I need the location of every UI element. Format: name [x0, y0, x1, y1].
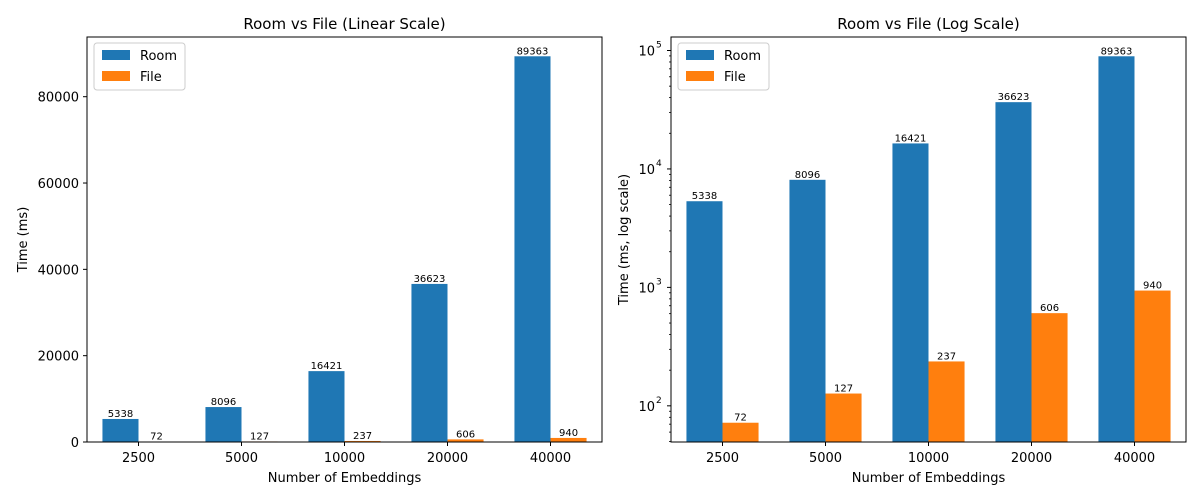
legend: Room File: [93, 42, 186, 91]
y-axis-label: Time (ms): [16, 207, 31, 274]
log-scale-chart: Room vs File (Log Scale) Number of Embed…: [617, 15, 1187, 486]
data-label: 36623: [998, 92, 1030, 103]
x-tick-label: 20000: [427, 451, 468, 466]
x-tick-label: 40000: [530, 451, 571, 466]
data-label: 127: [834, 384, 853, 395]
legend-swatch-file: [686, 71, 714, 81]
bar-room: [102, 418, 139, 442]
data-label: 127: [250, 431, 269, 442]
y-tick-exponent: 2: [656, 396, 662, 406]
legend-swatch-room: [686, 50, 714, 60]
x-axis-label: Number of Embeddings: [268, 471, 422, 486]
data-label: 89363: [1101, 46, 1133, 57]
legend-label: File: [140, 70, 162, 85]
bar-room: [514, 56, 551, 443]
data-label: 8096: [795, 170, 820, 181]
data-label: 36623: [414, 274, 446, 285]
bar-file: [722, 422, 759, 442]
data-label: 606: [456, 429, 475, 440]
bar-room: [789, 179, 826, 442]
data-label: 940: [1143, 281, 1162, 292]
data-label: 237: [353, 431, 372, 442]
bar-file: [1134, 290, 1171, 442]
x-tick-label: 20000: [1011, 451, 1052, 466]
bar-file: [447, 439, 484, 442]
bar-room: [686, 201, 723, 442]
data-label: 72: [734, 413, 747, 424]
plot-area: 5338809616421366238936372127237606940250…: [638, 36, 1187, 466]
x-tick-label: 40000: [1114, 451, 1155, 466]
y-tick-exponent: 5: [656, 40, 662, 50]
bar-file: [825, 393, 862, 442]
x-tick-label: 2500: [122, 451, 155, 466]
legend-swatch-room: [102, 50, 130, 60]
plot-area: 5338 8096 16421 36623 89363 72 127 237 606 940 250…: [38, 36, 603, 466]
data-label: 940: [559, 428, 578, 439]
y-tick-exponent: 4: [656, 159, 662, 169]
chart-title: Room vs File (Log Scale): [837, 15, 1019, 33]
legend-label: Room: [724, 49, 761, 64]
bar-room: [892, 143, 929, 442]
data-label: 5338: [108, 409, 133, 420]
data-label: 8096: [211, 397, 236, 408]
y-tick-label: 80000: [38, 91, 79, 106]
data-label: 16421: [311, 361, 343, 372]
y-tick-label: 10: [638, 44, 655, 59]
legend: Room File: [677, 42, 770, 91]
bar-room: [308, 371, 345, 442]
data-label: 16421: [895, 133, 927, 144]
x-tick-label: 2500: [706, 451, 739, 466]
chart-title: Room vs File (Linear Scale): [243, 15, 445, 33]
y-tick-label: 10: [638, 281, 655, 296]
bar-file: [550, 437, 587, 442]
y-tick-label: 60000: [38, 177, 79, 192]
legend-swatch-file: [102, 71, 130, 81]
data-label: 72: [150, 432, 163, 443]
bar-room: [995, 102, 1032, 442]
y-tick-label: 20000: [38, 350, 79, 365]
bar-file: [344, 440, 381, 442]
data-label: 89363: [517, 46, 549, 57]
y-axis-label: Time (ms, log scale): [617, 174, 632, 306]
bar-room: [1098, 56, 1135, 442]
legend-label: Room: [140, 49, 177, 64]
data-label: 237: [937, 351, 956, 362]
data-label: 606: [1040, 303, 1059, 314]
y-tick-exponent: 3: [656, 277, 662, 287]
linear-scale-chart: Room vs File (Linear Scale) Number of Em…: [16, 15, 603, 486]
x-axis-label: Number of Embeddings: [852, 471, 1006, 486]
y-tick-label: 10: [638, 163, 655, 178]
bar-room: [411, 283, 448, 442]
y-tick-label: 10: [638, 400, 655, 415]
y-tick-label: 40000: [38, 263, 79, 278]
data-label: 5338: [692, 191, 717, 202]
bar-file: [1031, 313, 1068, 442]
x-tick-label: 5000: [225, 451, 258, 466]
x-tick-label: 10000: [324, 451, 365, 466]
x-tick-label: 10000: [908, 451, 949, 466]
y-tick-label: 0: [71, 436, 79, 451]
bar-file: [928, 361, 965, 442]
legend-label: File: [724, 70, 746, 85]
x-tick-label: 5000: [809, 451, 842, 466]
bar-room: [205, 407, 242, 442]
